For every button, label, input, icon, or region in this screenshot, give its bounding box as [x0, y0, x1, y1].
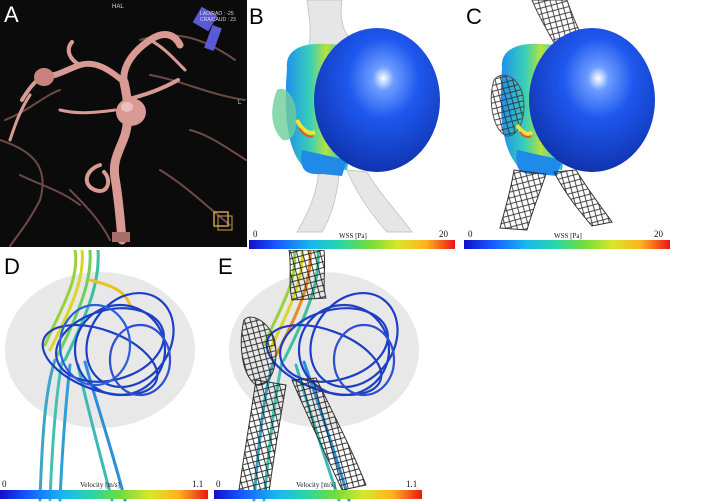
- panel-b-wss: B 0 WSS [Pa] 20: [247, 0, 457, 250]
- panel-d-scale-max: 1.1: [192, 479, 204, 489]
- panel-b-colorbar: [249, 240, 455, 249]
- panel-d-velocity: D 0 Velocity [m/s] 1.1: [0, 250, 210, 502]
- panel-d-label: D: [4, 254, 20, 279]
- panel-b-scale-max: 20: [439, 229, 448, 239]
- panel-a-label: A: [4, 2, 19, 27]
- panel-d-scale-title: Velocity [m/s]: [80, 481, 120, 489]
- streamline-render: [5, 250, 195, 502]
- panel-b-label: B: [249, 4, 264, 29]
- panel-d-colorbar: [0, 490, 208, 499]
- panel-a-header: HAL: [112, 4, 124, 10]
- panel-b-scale-min: 0: [253, 229, 258, 239]
- panel-c-scale-min: 0: [468, 229, 473, 239]
- panel-d-scale-min: 0: [2, 479, 7, 489]
- panel-c-scale-title: WSS [Pa]: [554, 232, 582, 240]
- panel-e-label: E: [218, 254, 233, 279]
- panel-b-scale-title: WSS [Pa]: [339, 232, 367, 240]
- wss-render: [272, 0, 440, 233]
- panel-c-colorbar: [464, 240, 670, 249]
- panel-e-scale-min: 0: [216, 479, 221, 489]
- panel-e-velocity-stented: E 0 Velocity [m/s] 1.1: [214, 250, 424, 502]
- panel-e-scale-max: 1.1: [406, 479, 418, 489]
- wss-stent-render: [490, 0, 655, 231]
- streamline-stent-render: [229, 250, 419, 502]
- panel-a-orientation-1: LAO/RAO : -25: [200, 11, 234, 17]
- panel-a-angiography: A HAL LAO/RAO : -25 CRA/CAUD : 23 L: [0, 0, 247, 247]
- vessel-rendering: [0, 6, 247, 247]
- panel-c-label: C: [466, 4, 482, 29]
- panel-e-colorbar: [214, 490, 422, 499]
- panel-c-wss-stented: C 0 WSS [Pa] 20: [462, 0, 672, 250]
- panel-a-orientation-2: CRA/CAUD : 23: [200, 17, 236, 23]
- panel-e-scale-title: Velocity [m/s]: [296, 481, 336, 489]
- panel-c-scale-max: 20: [654, 229, 663, 239]
- panel-a-side-marker: L: [238, 100, 242, 106]
